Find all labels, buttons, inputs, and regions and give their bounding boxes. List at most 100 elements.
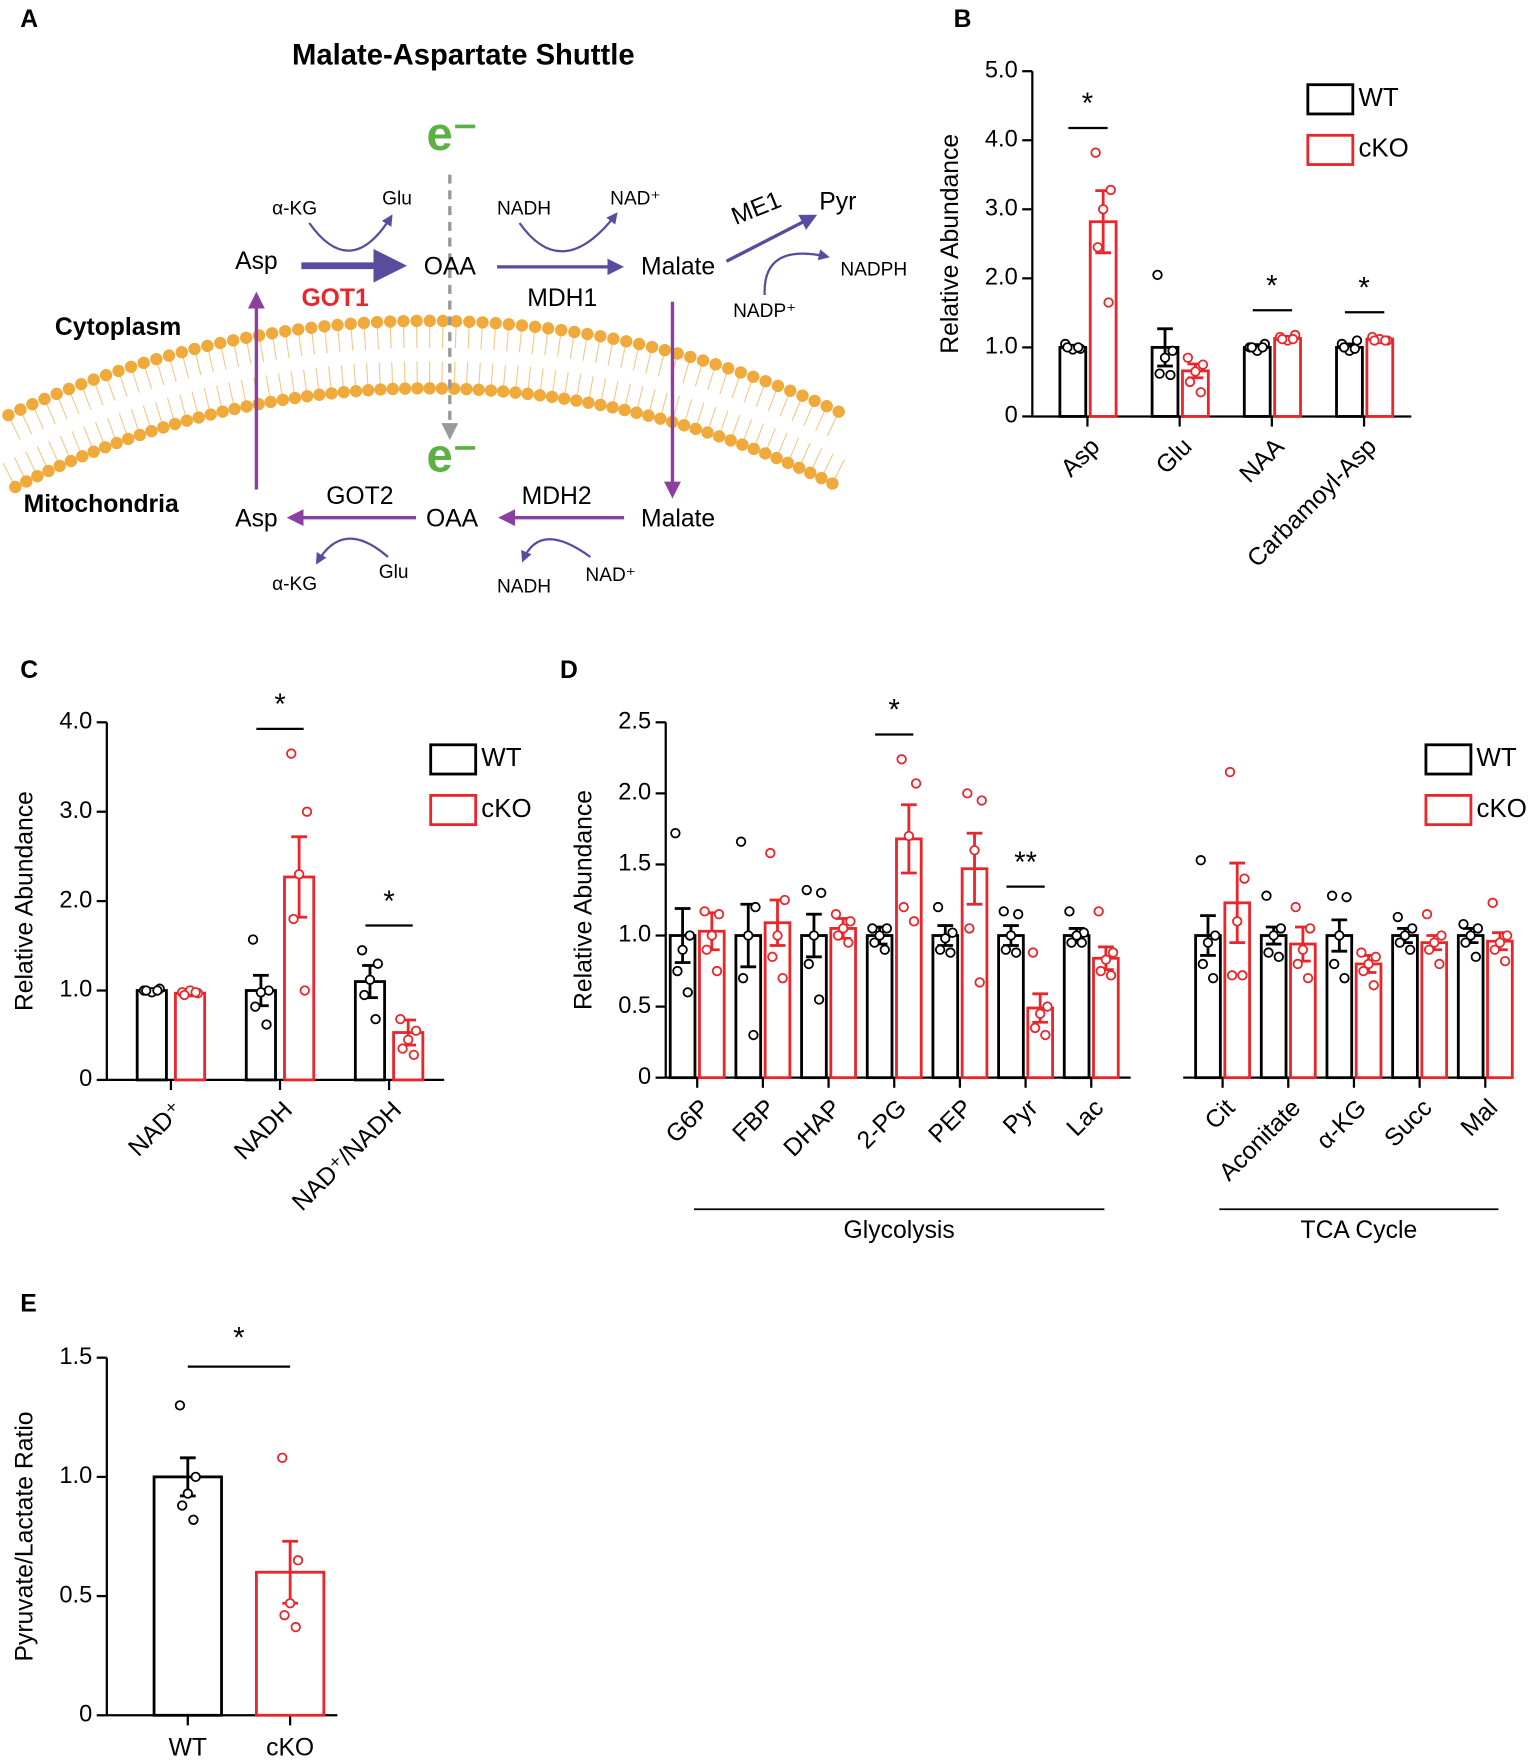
group-label: TCA Cycle (1300, 1217, 1417, 1244)
bar (135, 989, 168, 1082)
bar (152, 1475, 223, 1717)
legend-label: WT (1477, 744, 1517, 772)
lipid-head (228, 402, 241, 416)
data-point (910, 778, 922, 789)
legend-label: cKO (1358, 135, 1408, 163)
arrow (308, 214, 393, 252)
metabolite: OAA (424, 254, 477, 281)
data-point (286, 748, 297, 759)
data-point (301, 806, 313, 817)
data-point (713, 909, 725, 920)
lipid-head (38, 392, 51, 406)
data-point (141, 985, 152, 996)
data-point (813, 994, 825, 1005)
lipid-head (423, 314, 436, 328)
data-point (1399, 930, 1411, 941)
enzyme: MDH2 (522, 483, 592, 510)
data-point (1095, 965, 1106, 977)
lipid-head (736, 438, 749, 451)
data-point (1105, 184, 1116, 196)
panel-label: E (20, 1290, 36, 1317)
lipid-head (645, 340, 659, 354)
lipid-head (781, 456, 795, 470)
data-point (1152, 269, 1163, 281)
data-point (843, 937, 854, 948)
metabolite: Malate (641, 254, 715, 281)
lipid-head (770, 451, 783, 465)
data-point (682, 987, 693, 998)
data-point (1436, 930, 1447, 941)
x-tick-label: NADH (229, 1097, 298, 1166)
data-point (1501, 930, 1513, 941)
data-point (190, 987, 201, 998)
data-point (359, 989, 370, 1001)
data-point (1326, 890, 1338, 901)
panel-label: B (954, 6, 972, 33)
metabolite: OAA (426, 505, 479, 532)
data-point (1237, 970, 1248, 981)
bar (1194, 934, 1222, 1080)
y-tick-label: 5.0 (985, 57, 1018, 83)
lipid-head (292, 323, 305, 336)
lipid-head (99, 368, 113, 382)
data-point (395, 1013, 406, 1025)
data-point (1246, 342, 1258, 353)
data-point (1239, 873, 1250, 884)
lipid-head (521, 387, 534, 401)
data-point (908, 916, 920, 927)
compartment-label: Cytoplasm (55, 314, 181, 341)
data-point (1370, 951, 1381, 963)
lipid-head (145, 424, 158, 438)
data-point (748, 1029, 759, 1041)
data-point (1368, 980, 1379, 991)
lipid-head (463, 315, 476, 328)
significance-label: * (1082, 88, 1093, 120)
lipid-head (435, 382, 449, 395)
data-point (832, 930, 844, 941)
lipid-head (240, 400, 253, 413)
lipid-head (582, 396, 595, 409)
data-point (1197, 958, 1209, 970)
data-point (1066, 937, 1077, 948)
data-point (898, 901, 909, 913)
bar (174, 991, 207, 1082)
lipid-head (214, 336, 227, 350)
data-point (903, 830, 915, 842)
data-point (706, 930, 718, 941)
lipid-head (122, 432, 135, 446)
data-point (677, 944, 688, 955)
data-point (1202, 937, 1214, 948)
data-point (743, 930, 754, 941)
x-tick-label: NAD⁺ (124, 1097, 189, 1162)
lipid-head (2, 409, 15, 422)
data-point (1224, 766, 1236, 778)
lipid-head (87, 373, 100, 386)
data-point (1107, 947, 1119, 958)
enzyme: ME1 (728, 187, 785, 231)
lipid-head (832, 405, 845, 418)
data-point (247, 934, 259, 945)
x-tick-label: FBP (728, 1094, 781, 1147)
lipid-head (460, 382, 473, 396)
legend-swatch (429, 794, 478, 827)
y-tick-label: 3.0 (985, 196, 1018, 222)
legend-swatch (1424, 743, 1473, 776)
data-point (684, 930, 695, 941)
data-point (932, 901, 944, 913)
arrow (763, 249, 830, 296)
data-point (1351, 335, 1363, 346)
data-point (896, 754, 907, 765)
data-point (370, 1013, 381, 1025)
x-tick-label: Lac (1062, 1094, 1109, 1141)
bar (1335, 345, 1364, 418)
lipid-head (26, 398, 39, 411)
data-point (962, 788, 973, 799)
lipid-head (759, 447, 772, 460)
lipid-head (820, 399, 833, 413)
lipid-head (325, 387, 338, 400)
data-point (1197, 359, 1209, 370)
data-point (1154, 368, 1165, 379)
lipid-head (313, 388, 326, 401)
data-point (838, 923, 849, 934)
